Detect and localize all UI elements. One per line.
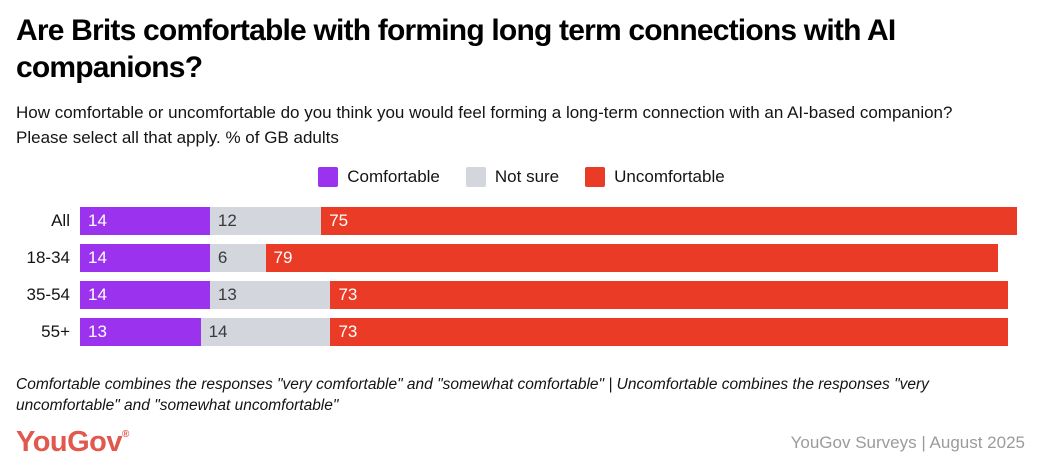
stacked-bar-chart: All 14 12 75 18-34 14 6 79 35-54 14 13 7…: [16, 207, 1017, 346]
yougov-logo: YouGov®: [16, 426, 129, 459]
stacked-bar: 14 13 73: [80, 281, 1017, 309]
yougov-logo-text: YouGov: [16, 426, 123, 458]
bar-segment-uncomfortable: 73: [330, 318, 1008, 346]
legend-label: Uncomfortable: [614, 167, 725, 186]
value-label: 14: [88, 211, 107, 230]
category-label: 18-34: [26, 248, 70, 267]
bar-segment-uncomfortable: 73: [330, 281, 1008, 309]
value-label: 12: [217, 211, 237, 230]
legend-label: Not sure: [494, 167, 560, 186]
chart-footer: YouGov® YouGov Surveys | August 2025: [16, 426, 1027, 459]
chart-row-all: All 14 12 75: [16, 207, 1017, 235]
stacked-bar: 13 14 73: [80, 318, 1017, 346]
legend-item-not-sure: Not sure: [465, 167, 560, 187]
value-label: 6: [217, 248, 228, 267]
value-label: 13: [217, 285, 237, 304]
chart-footnote: Comfortable combines the responses "very…: [16, 376, 929, 414]
value-label: 73: [338, 322, 358, 341]
chart-row-55plus: 55+ 13 14 73: [16, 318, 1017, 346]
not-sure-swatch-icon: [465, 167, 486, 187]
value-label: 73: [338, 285, 358, 304]
bar-segment-not-sure: 6: [209, 244, 266, 272]
comfortable-swatch-icon: [318, 167, 339, 187]
stacked-bar: 14 12 75: [80, 207, 1017, 235]
bar-segment-comfortable: 14: [80, 207, 210, 235]
source-attribution: YouGov Surveys | August 2025: [790, 432, 1025, 452]
legend-item-uncomfortable: Uncomfortable: [585, 167, 725, 187]
legend-label: Comfortable: [347, 167, 440, 186]
bar-segment-uncomfortable: 79: [265, 244, 999, 272]
bar-segment-not-sure: 12: [209, 207, 322, 235]
stacked-bar: 14 6 79: [80, 244, 1017, 272]
category-label: 35-54: [26, 285, 70, 304]
registered-trademark-icon: ®: [122, 429, 129, 440]
uncomfortable-swatch-icon: [585, 167, 606, 187]
value-label: 14: [88, 285, 107, 304]
bar-segment-comfortable: 13: [80, 318, 201, 346]
bar-segment-comfortable: 14: [80, 281, 210, 309]
bar-segment-not-sure: 13: [209, 281, 331, 309]
chart-row-18-34: 18-34 14 6 79: [16, 244, 1017, 272]
bar-segment-not-sure: 14: [200, 318, 331, 346]
category-label: 55+: [41, 322, 70, 341]
chart-legend: Comfortable Not sure Uncomfortable: [16, 167, 1027, 187]
chart-row-35-54: 35-54 14 13 73: [16, 281, 1017, 309]
value-label: 14: [88, 248, 107, 267]
page-title: Are Brits comfortable with forming long …: [16, 14, 896, 84]
bar-segment-uncomfortable: 75: [321, 207, 1017, 235]
bar-segment-comfortable: 14: [80, 244, 210, 272]
category-label: All: [51, 211, 70, 230]
legend-item-comfortable: Comfortable: [318, 167, 440, 187]
value-label: 79: [273, 248, 293, 267]
value-label: 14: [208, 322, 228, 341]
value-label: 13: [88, 322, 107, 341]
value-label: 75: [329, 211, 349, 230]
chart-subtitle: How comfortable or uncomfortable do you …: [16, 103, 953, 147]
